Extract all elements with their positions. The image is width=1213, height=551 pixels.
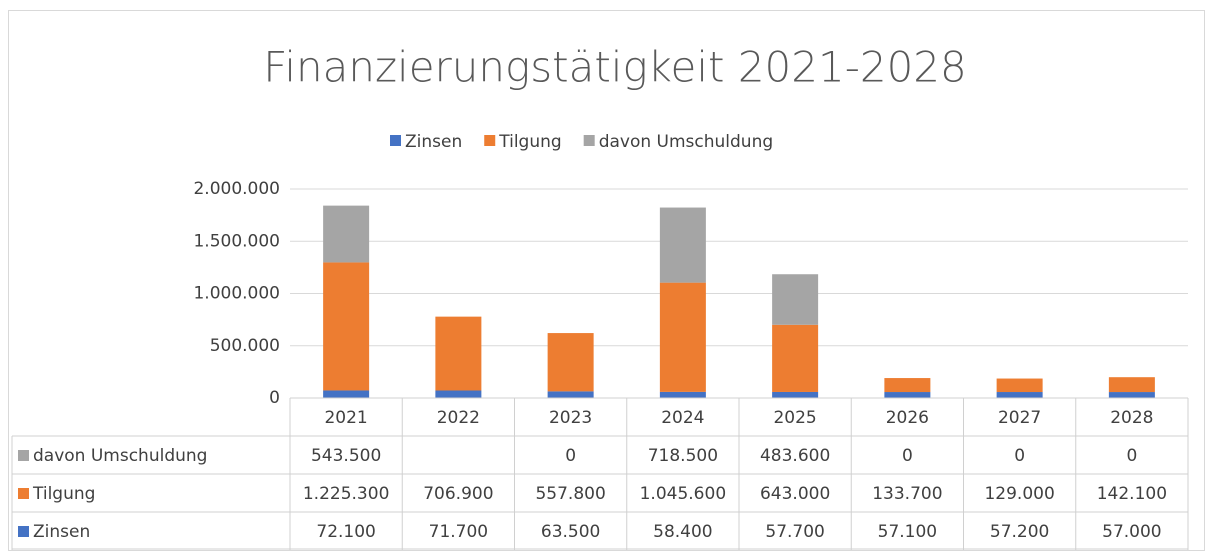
bar-segment <box>547 333 594 392</box>
table-row-label: Tilgung <box>32 484 95 504</box>
table-value: 63.500 <box>541 522 600 542</box>
table-value: 1.225.300 <box>303 484 390 504</box>
legend-swatch <box>390 135 401 146</box>
y-tick-label: 1.000.000 <box>193 284 280 304</box>
table-value: 72.100 <box>316 522 375 542</box>
legend-swatch <box>484 135 496 146</box>
bar-segment <box>435 390 482 398</box>
chart-title: Finanzierungstätigkeit 2021-2028 <box>263 43 967 92</box>
legend-label: davon Umschuldung <box>599 132 773 152</box>
bar-segment <box>884 378 931 393</box>
table-legend-swatch <box>18 488 29 499</box>
legend-label: Tilgung <box>498 132 561 152</box>
bar-segment <box>884 392 931 398</box>
table-value: 0 <box>565 446 576 466</box>
x-tick-label: 2024 <box>661 408 704 428</box>
x-tick-label: 2027 <box>998 408 1041 428</box>
x-tick-label: 2028 <box>1110 408 1153 428</box>
table-legend-swatch <box>18 526 29 537</box>
bar-segment <box>996 378 1043 393</box>
table-value: 57.200 <box>990 522 1049 542</box>
x-tick-label: 2021 <box>324 408 367 428</box>
table-value: 57.100 <box>878 522 937 542</box>
table-value: 57.000 <box>1102 522 1161 542</box>
bar-segment <box>1108 392 1155 398</box>
bar-segment <box>659 282 706 392</box>
table-value: 133.700 <box>872 484 942 504</box>
bar-segment <box>659 207 706 283</box>
table-value: 543.500 <box>311 446 381 466</box>
table-value: 71.700 <box>429 522 488 542</box>
bar-segment <box>1108 377 1155 393</box>
x-tick-label: 2026 <box>886 408 929 428</box>
table-value: 483.600 <box>760 446 830 466</box>
table-value: 0 <box>1126 446 1137 466</box>
chart-border <box>8 10 1205 551</box>
table-value: 129.000 <box>984 484 1054 504</box>
table-value: 142.100 <box>1097 484 1167 504</box>
bar-segment <box>323 390 370 398</box>
bar-segment <box>996 392 1043 398</box>
bar-segment <box>547 391 594 398</box>
table-value: 58.400 <box>653 522 712 542</box>
bar-segment <box>772 324 819 392</box>
bar-segment <box>772 274 819 325</box>
table-value: 706.900 <box>423 484 493 504</box>
legend-swatch <box>583 135 595 146</box>
x-tick-label: 2025 <box>773 408 816 428</box>
table-legend-swatch <box>18 450 29 461</box>
x-tick-label: 2022 <box>437 408 480 428</box>
bar-segment <box>659 391 706 398</box>
bar-segment <box>323 205 370 263</box>
y-tick-label: 500.000 <box>210 336 280 356</box>
bar-segment <box>323 262 370 391</box>
table-value: 643.000 <box>760 484 830 504</box>
x-tick-label: 2023 <box>549 408 592 428</box>
table-row-label: Zinsen <box>33 522 90 542</box>
table-value: 0 <box>1014 446 1025 466</box>
legend-label: Zinsen <box>405 132 462 152</box>
y-tick-label: 1.500.000 <box>193 231 280 251</box>
table-value: 1.045.600 <box>640 484 727 504</box>
y-tick-label: 0 <box>269 388 280 408</box>
table-value: 718.500 <box>648 446 718 466</box>
table-value: 557.800 <box>535 484 605 504</box>
bar-segment <box>772 391 819 398</box>
table-value: 0 <box>902 446 913 466</box>
table-value: 57.700 <box>765 522 824 542</box>
table-row-label: davon Umschuldung <box>33 446 207 466</box>
y-tick-label: 2.000.000 <box>193 179 280 199</box>
bar-segment <box>435 316 482 391</box>
